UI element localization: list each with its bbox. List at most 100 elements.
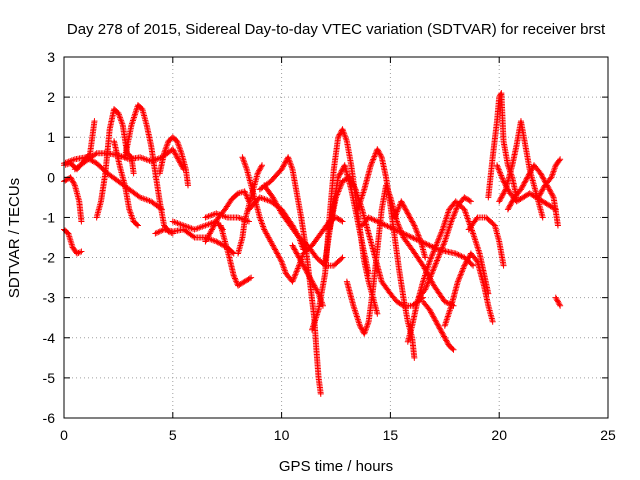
data-point <box>338 168 345 175</box>
data-point <box>412 225 419 232</box>
data-point <box>427 273 434 280</box>
data-point <box>434 238 441 245</box>
data-point <box>376 150 383 157</box>
y-tick-label: -1 <box>43 209 56 225</box>
data-point <box>545 185 552 192</box>
data-point <box>538 171 545 178</box>
data-point <box>509 197 516 204</box>
data-point <box>92 151 99 158</box>
data-point <box>367 215 374 222</box>
data-point <box>554 298 561 305</box>
data-point <box>274 250 281 257</box>
data-point <box>425 277 432 284</box>
data-point <box>337 130 344 137</box>
data-point <box>411 354 418 361</box>
data-point <box>301 263 308 270</box>
data-point <box>465 254 472 261</box>
data-point <box>257 164 264 171</box>
data-point <box>130 170 137 177</box>
data-point <box>432 317 439 324</box>
data-point <box>303 269 310 276</box>
x-tick-label: 10 <box>274 427 290 443</box>
data-point <box>430 266 437 273</box>
x-tick-label: 20 <box>491 427 507 443</box>
data-point <box>313 286 320 293</box>
data-point <box>423 283 430 290</box>
data-point <box>265 234 272 241</box>
data-point <box>274 251 281 258</box>
data-point <box>537 170 544 177</box>
data-point <box>443 338 450 345</box>
data-point <box>291 274 298 281</box>
data-point <box>416 235 423 242</box>
data-point <box>498 172 505 179</box>
data-point <box>497 195 504 202</box>
data-point <box>266 235 273 242</box>
data-point <box>538 187 545 194</box>
data-point <box>172 151 179 158</box>
data-point <box>346 174 353 181</box>
data-point <box>435 236 442 243</box>
data-point <box>435 253 442 260</box>
data-point <box>440 242 447 249</box>
data-point <box>403 231 410 238</box>
data-point <box>300 262 307 269</box>
data-point <box>375 219 382 226</box>
data-point <box>407 215 414 222</box>
data-point <box>292 271 299 278</box>
data-point <box>371 217 378 224</box>
data-point <box>156 228 163 235</box>
data-point <box>473 215 480 222</box>
data-point <box>394 227 401 234</box>
data-point <box>392 211 399 218</box>
data-point <box>441 239 448 246</box>
data-point <box>429 251 436 258</box>
data-point <box>348 179 355 186</box>
data-point <box>272 246 279 253</box>
data-point <box>306 274 313 281</box>
data-point <box>429 269 436 276</box>
data-point <box>243 192 250 199</box>
data-point <box>293 249 300 256</box>
data-point <box>433 258 440 265</box>
data-point <box>432 261 439 268</box>
data-point <box>71 181 78 188</box>
data-point <box>438 247 445 254</box>
series-sat-ai <box>496 118 546 221</box>
data-point <box>458 269 465 276</box>
data-point <box>338 181 345 188</box>
data-point <box>334 190 341 197</box>
data-point <box>304 270 311 277</box>
data-point <box>242 189 249 196</box>
data-point <box>449 345 456 352</box>
data-point <box>441 333 448 340</box>
data-point <box>372 217 379 224</box>
y-tick-label: -6 <box>43 410 56 426</box>
data-point <box>395 205 402 212</box>
data-point <box>462 261 469 268</box>
data-point <box>213 218 220 225</box>
data-point <box>431 245 438 252</box>
data-point <box>431 246 438 253</box>
data-point <box>424 280 431 287</box>
data-point <box>308 277 315 284</box>
data-point <box>368 160 375 167</box>
data-point <box>428 272 435 279</box>
data-point <box>241 188 248 195</box>
data-point <box>509 198 516 205</box>
data-point <box>432 243 439 250</box>
data-point <box>525 172 532 179</box>
data-point <box>290 245 297 252</box>
data-point <box>294 251 301 258</box>
y-tick-label: 3 <box>47 49 55 65</box>
data-point <box>309 278 316 285</box>
series-sat-aa <box>391 198 429 261</box>
data-point <box>401 205 408 212</box>
data-point <box>437 248 444 255</box>
data-point <box>501 189 508 196</box>
data-point <box>276 254 283 261</box>
y-tick-label: -2 <box>43 250 56 266</box>
data-point <box>185 182 192 189</box>
data-point <box>441 334 448 341</box>
data-point <box>439 244 446 251</box>
